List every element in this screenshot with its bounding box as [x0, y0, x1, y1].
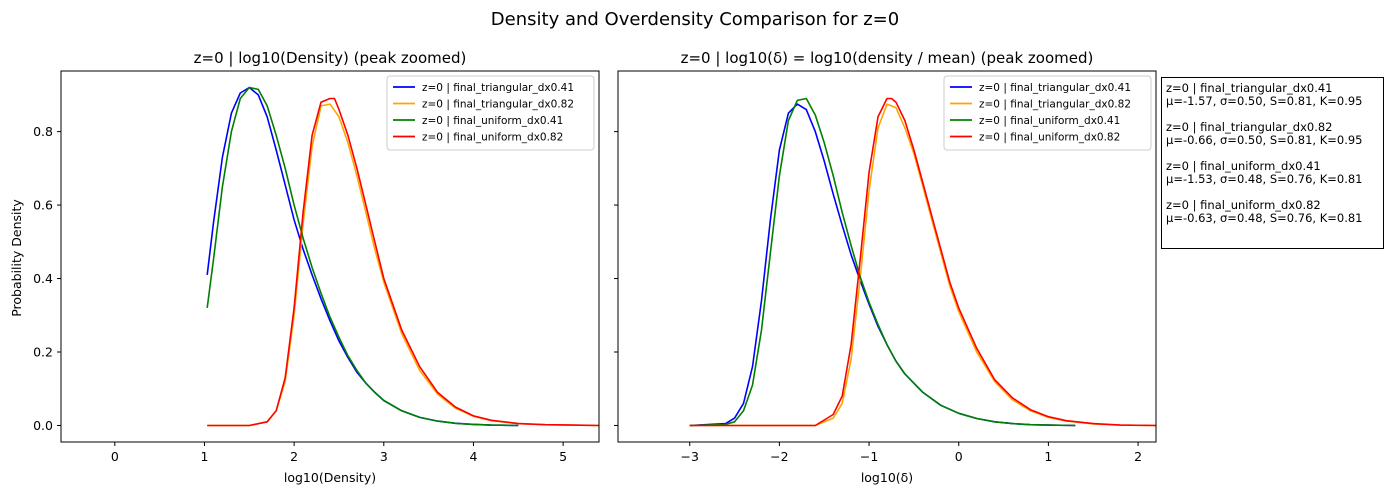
density-legend-label: z=0 | final_triangular_dx0.82: [422, 98, 574, 110]
density-x-tick-label: 4: [469, 449, 477, 464]
stats-entry-name: z=0 | final_uniform_dx0.82: [1166, 198, 1321, 212]
overdensity-series-final-triangular-dx0-82: [689, 103, 1156, 427]
stats-entry: z=0 | final_triangular_dx0.82 μ=-0.66, σ=…: [1166, 121, 1379, 147]
stats-entry-values: μ=-1.53, σ=0.48, S=0.76, K=0.81: [1166, 172, 1363, 186]
overdensity-series-final-uniform-dx0-41: [689, 97, 1076, 427]
density-panel-title: z=0 | log10(Density) (peak zoomed): [194, 49, 467, 67]
overdensity-legend-label: z=0 | final_triangular_dx0.82: [979, 98, 1131, 110]
density-legend-label: z=0 | final_uniform_dx0.82: [422, 131, 563, 143]
density-tick-layer: 0 1 2 3 4 5 0.0 0.2 0.4 0.6 0.8: [33, 124, 567, 464]
stats-entry-name: z=0 | final_uniform_dx0.41: [1166, 159, 1321, 173]
density-series-layer: [206, 86, 599, 427]
density-y-tick-label: 0.8: [33, 124, 53, 139]
overdensity-legend-label: z=0 | final_uniform_dx0.82: [979, 131, 1120, 143]
density-panel-ylabel: Probability Density: [9, 199, 24, 317]
stats-entry-values: μ=-0.63, σ=0.48, S=0.76, K=0.81: [1166, 211, 1363, 225]
overdensity-legend-label: z=0 | final_uniform_dx0.41: [979, 115, 1120, 127]
density-y-tick-label: 0.0: [33, 418, 53, 433]
density-legend-box: [386, 75, 595, 151]
stats-entry-values: μ=-1.57, σ=0.50, S=0.81, K=0.95: [1166, 94, 1363, 108]
stats-entry-name: z=0 | final_triangular_dx0.82: [1166, 120, 1333, 134]
stats-entry-name: z=0 | final_triangular_dx0.41: [1166, 81, 1333, 95]
density-series-final-uniform-dx0-82: [207, 97, 599, 427]
overdensity-series-layer: [689, 97, 1156, 427]
density-y-tick-label: 0.2: [33, 345, 53, 360]
density-series-final-uniform-dx0-41: [206, 86, 519, 427]
overdensity-x-tick-label: −3: [681, 449, 699, 464]
density-series-final-triangular-dx0-82: [207, 103, 599, 427]
density-x-tick-label: 5: [559, 449, 567, 464]
overdensity-series-final-triangular-dx0-41: [689, 103, 1076, 427]
overdensity-x-tick-label: −1: [860, 449, 878, 464]
density-plot-frame: [60, 70, 600, 443]
density-legend-label: z=0 | final_uniform_dx0.41: [422, 115, 563, 127]
stats-box: z=0 | final_triangular_dx0.41 μ=-1.57, σ=…: [1161, 77, 1384, 249]
density-panel: z=0 | log10(Density) (peak zoomed) log10…: [9, 49, 600, 485]
overdensity-tick-layer: −3 −2 −1 0 1 2: [614, 131, 1142, 464]
overdensity-panel-xlabel: log10(δ): [861, 470, 913, 485]
overdensity-legend: z=0 | final_triangular_dx0.41 z=0 | final…: [943, 75, 1152, 151]
overdensity-series-final-uniform-dx0-82: [689, 97, 1156, 427]
density-x-tick-label: 3: [380, 449, 388, 464]
overdensity-panel: z=0 | log10(δ) = log10(density / mean) (…: [614, 49, 1157, 485]
overdensity-x-tick-label: −2: [770, 449, 788, 464]
stats-entry: z=0 | final_uniform_dx0.82 μ=-0.63, σ=0.4…: [1166, 199, 1379, 225]
density-legend: z=0 | final_triangular_dx0.41 z=0 | final…: [386, 75, 595, 151]
stats-entry: z=0 | final_uniform_dx0.41 μ=-1.53, σ=0.4…: [1166, 160, 1379, 186]
density-x-tick-label: 0: [111, 449, 119, 464]
stats-entry-values: μ=-0.66, σ=0.50, S=0.81, K=0.95: [1166, 133, 1363, 147]
density-y-tick-label: 0.4: [33, 271, 53, 286]
overdensity-x-tick-label: 1: [1044, 449, 1052, 464]
overdensity-x-tick-label: 2: [1134, 449, 1142, 464]
stats-entry: z=0 | final_triangular_dx0.41 μ=-1.57, σ=…: [1166, 82, 1379, 108]
density-y-tick-label: 0.6: [33, 198, 53, 213]
overdensity-legend-label: z=0 | final_triangular_dx0.41: [979, 82, 1131, 94]
density-legend-label: z=0 | final_triangular_dx0.41: [422, 82, 574, 94]
overdensity-x-tick-label: 0: [955, 449, 963, 464]
overdensity-panel-title: z=0 | log10(δ) = log10(density / mean) (…: [681, 49, 1094, 67]
overdensity-legend-box: [943, 75, 1152, 151]
overdensity-plot-frame: [617, 70, 1157, 443]
density-x-tick-label: 1: [200, 449, 208, 464]
density-x-tick-label: 2: [290, 449, 298, 464]
density-panel-xlabel: log10(Density): [284, 470, 376, 485]
figure-suptitle: Density and Overdensity Comparison for z…: [491, 9, 899, 30]
